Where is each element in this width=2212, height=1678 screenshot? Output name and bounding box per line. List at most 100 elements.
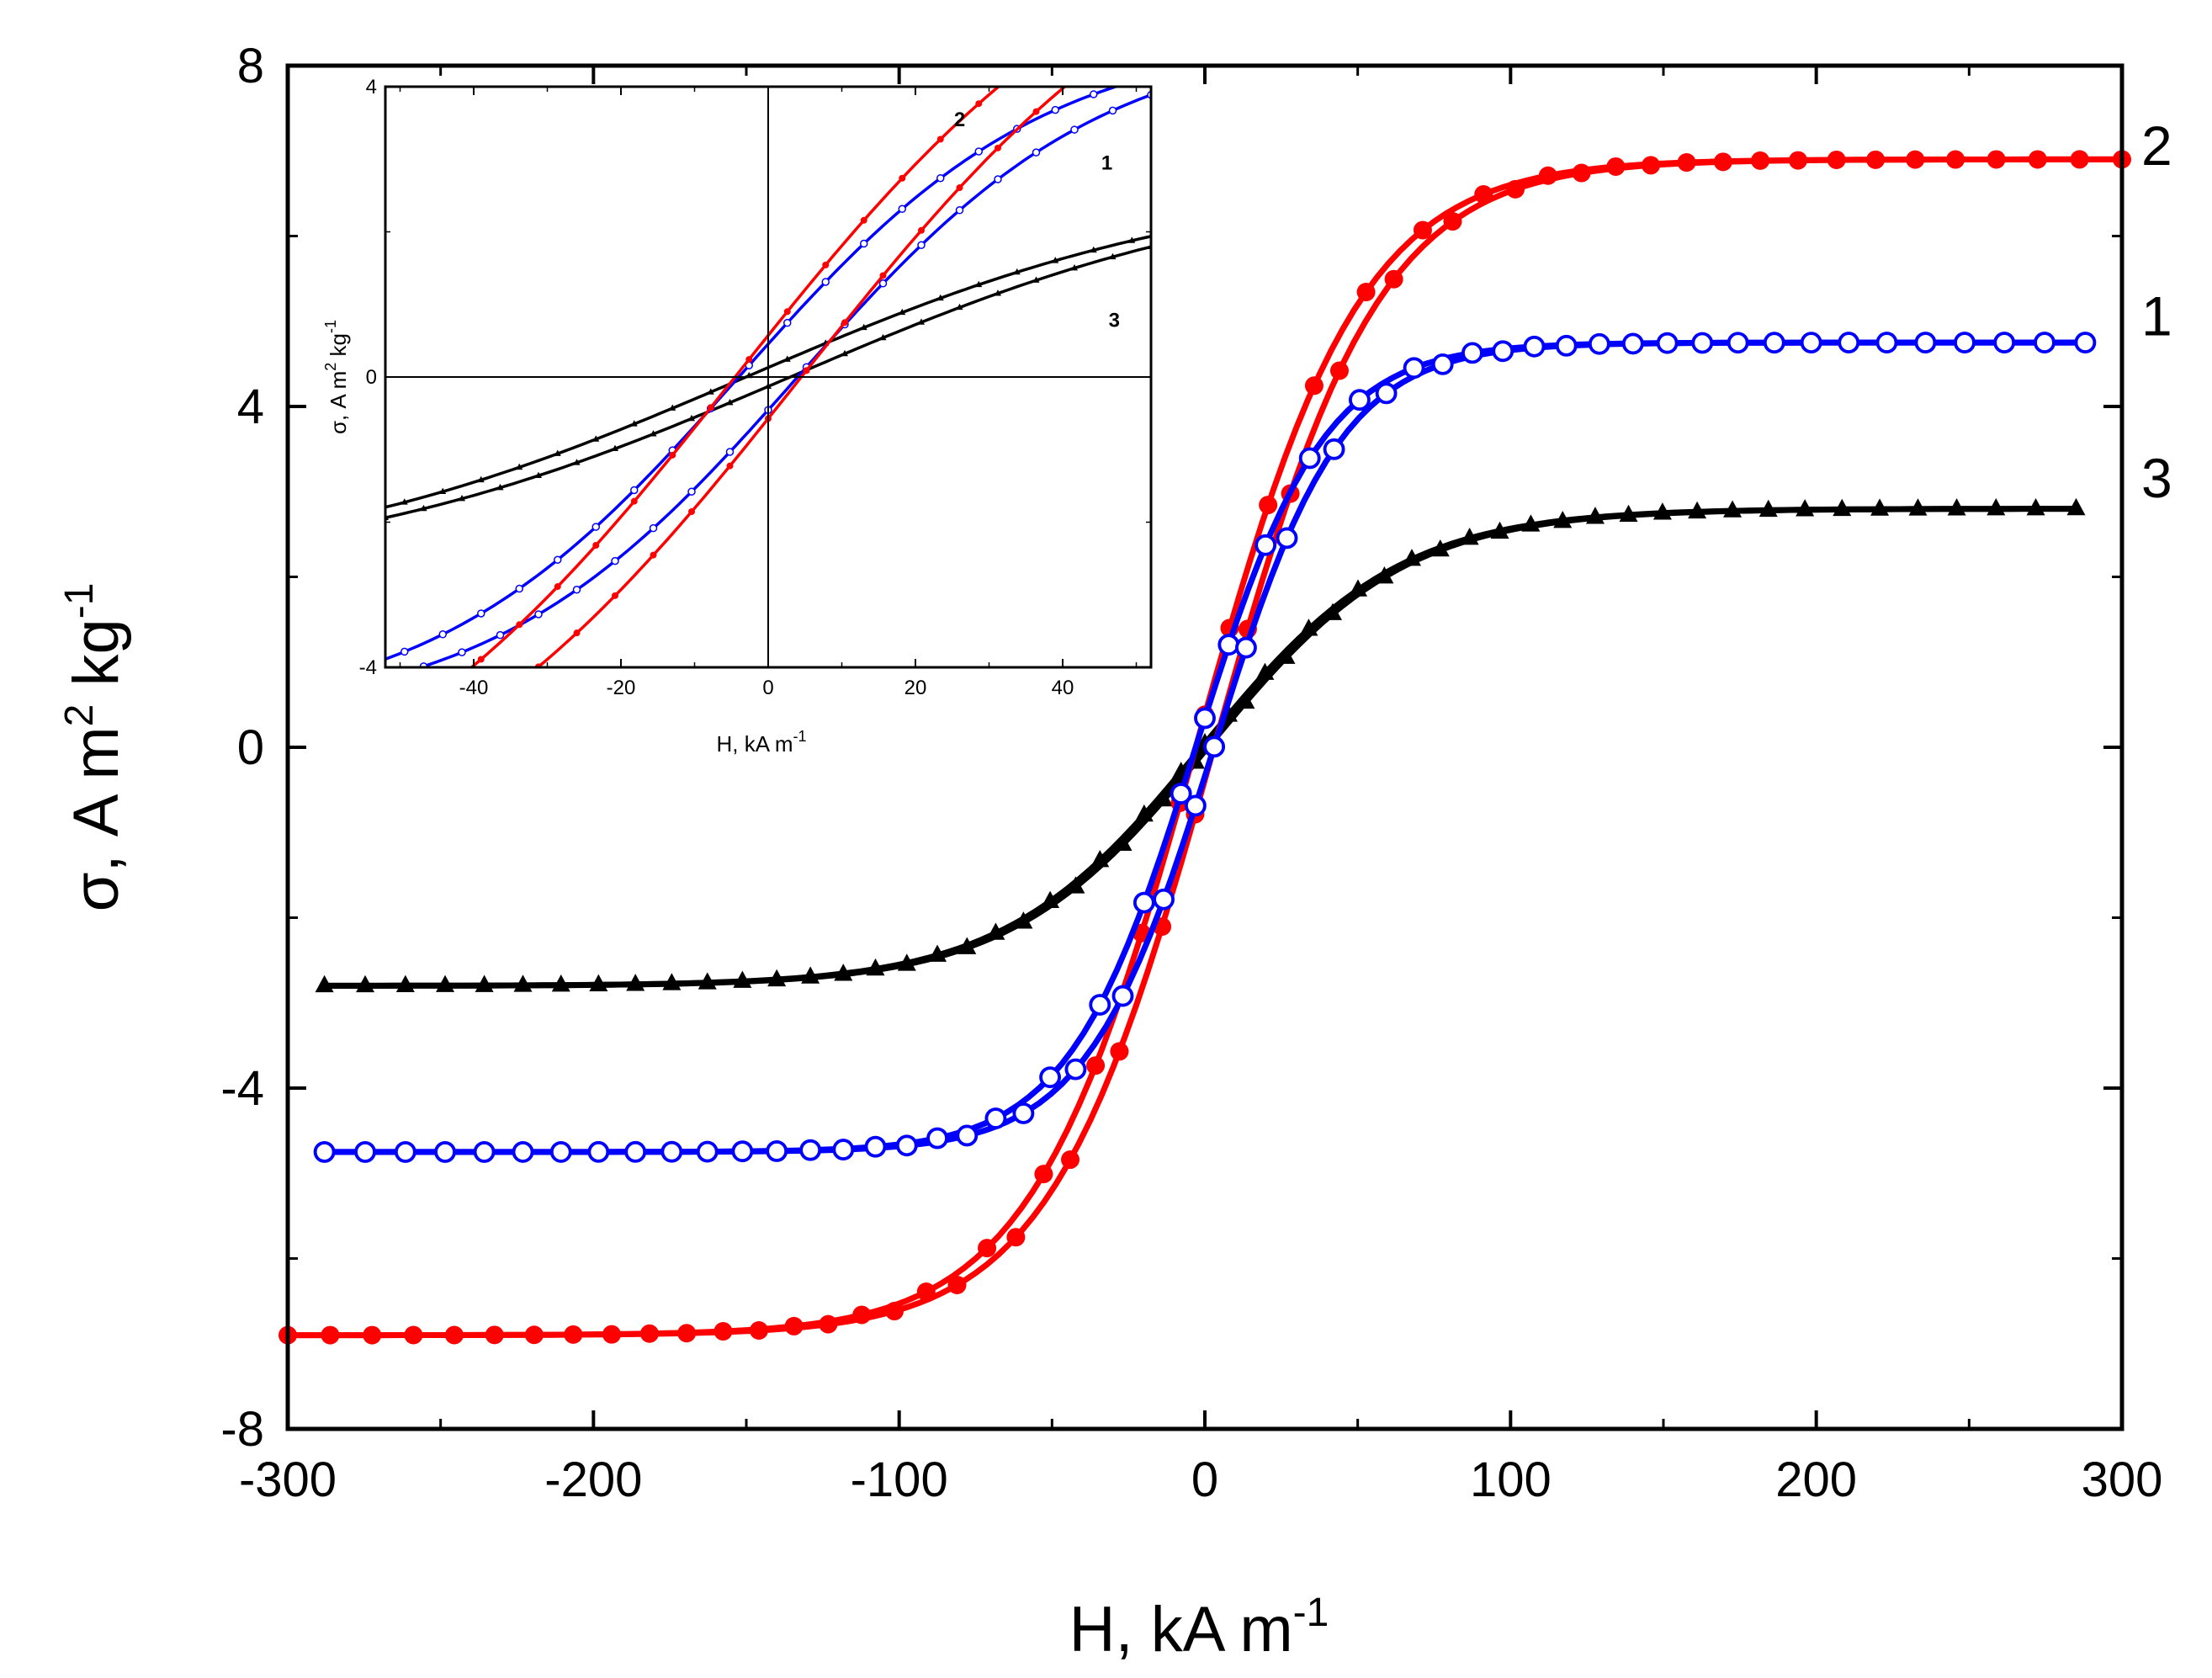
main-x-tick-label: 300: [2082, 1452, 2163, 1507]
inset-series-1-point: [554, 555, 562, 564]
main-y-tick-label: -8: [220, 1402, 264, 1457]
inset-series-3-point: [516, 463, 523, 470]
main-series-1-point: [394, 1141, 416, 1163]
main-series-1-point: [1875, 332, 1898, 354]
main-series-3-point: [1299, 619, 1318, 636]
main-series-1-point: [2074, 332, 2097, 353]
main-series-1-point: [354, 1141, 376, 1163]
main-series-1-point: [696, 1140, 719, 1163]
main-series-2-point: [1751, 151, 1770, 170]
inset-y-tick-label: 0: [366, 366, 377, 389]
main-series-3-point: [513, 974, 533, 992]
main-series-2-point: [713, 1322, 733, 1341]
main-y-tick-label: 4: [237, 380, 264, 434]
inset-series-1-point: [821, 278, 830, 286]
inset-series-2-point: [918, 226, 925, 234]
inset-series-2-point: [822, 261, 830, 268]
main-x-tick-label: -100: [851, 1452, 948, 1507]
main-series-2-point: [947, 1275, 967, 1294]
inset-series-2-point: [956, 184, 963, 192]
inset-series-3-point: [630, 420, 638, 427]
inset-series-3-point: [612, 444, 618, 452]
inset-series-2-point: [630, 497, 638, 505]
main-series-3-point: [1323, 603, 1342, 620]
main-series-3-point: [1947, 498, 1966, 516]
main-series-3-point: [2066, 497, 2086, 516]
inset-series-2-point: [1071, 76, 1078, 82]
inset-series-3-point: [420, 504, 427, 512]
inset-series-2-point: [745, 356, 753, 364]
main-series-3-point: [1066, 876, 1085, 894]
inset-series-3-point: [726, 398, 734, 406]
main-y-tick-label: -4: [220, 1061, 264, 1116]
main-series-3-point: [1430, 539, 1450, 557]
main-series-3-point: [1723, 500, 1743, 518]
main-series-2-point: [784, 1316, 804, 1335]
inset-plot: -40 -20 0 20 40-404 123 H, kA m-1 σ, A m2 kg…: [322, 40, 1154, 757]
main-series-1-point: [864, 1135, 887, 1158]
inset-series-2-point: [995, 144, 1001, 151]
inset-series-1-point: [783, 318, 792, 327]
main-series-1-point: [926, 1127, 948, 1150]
inset-series-3-point: [1090, 246, 1097, 253]
inset-series-1-point: [611, 556, 619, 566]
main-series-3-point: [475, 974, 494, 992]
main-series-2-point: [524, 1325, 544, 1345]
inset-series-1-point: [955, 206, 964, 215]
main-series-1-point: [1523, 335, 1546, 358]
inset-series-3-point: [592, 435, 600, 442]
inset-series-2-point: [726, 462, 734, 470]
inset-curve-label-2: 2: [954, 109, 965, 131]
inset-series-3-point: [1032, 276, 1040, 283]
main-series-1-point: [1111, 985, 1134, 1007]
inset-series-2-point: [707, 404, 714, 412]
inset-series-2-point: [573, 629, 581, 637]
main-series-3-point: [986, 922, 1005, 940]
inset-series-3-point: [1109, 252, 1117, 260]
inset-series-2-point: [1110, 46, 1117, 53]
inset-series-1-point: [477, 609, 485, 618]
main-series-3-point: [1758, 499, 1778, 518]
main-y-tick-label: 0: [237, 720, 264, 775]
main-series-3-point: [1490, 521, 1509, 539]
main-series-3-point: [315, 974, 334, 993]
main-series-3-point: [1375, 566, 1394, 584]
inset-series-2-point: [421, 744, 427, 751]
main-series-2-point: [1356, 283, 1376, 302]
main-series-2-point: [1034, 1165, 1053, 1184]
main-series-3-point: [1349, 579, 1368, 597]
main-series-1-point: [1763, 332, 1785, 354]
inset-series-2-point: [439, 687, 446, 693]
main-series-3-point: [1870, 498, 1890, 516]
main-curves: [278, 150, 2131, 1345]
main-series-1-point: [1276, 527, 1298, 550]
inset-curve-labels: 1 2 3: [954, 109, 1120, 332]
inset-series-3-point: [573, 459, 581, 465]
inset-series-1-point: [687, 487, 696, 496]
inset-series-3-point: [477, 475, 485, 483]
inset-series-3-point: [879, 333, 887, 341]
inset-series-2-point: [1052, 40, 1058, 46]
main-series-3-point: [395, 974, 415, 993]
main-series-2-point: [1110, 1042, 1129, 1061]
main-series-1-point: [832, 1139, 855, 1161]
main-series-3-point: [733, 970, 752, 988]
main-series-3-point: [1553, 510, 1573, 528]
main-series-2-point: [916, 1282, 936, 1302]
inset-series-2-point: [860, 216, 867, 224]
main-series-1-point: [1194, 707, 1216, 730]
main-series-2-point: [1572, 163, 1591, 183]
main-series-1-point: [1375, 382, 1398, 405]
main-series-1-point: [1492, 340, 1514, 363]
main-series-2-point: [749, 1320, 768, 1340]
main-series-1-point: [1170, 783, 1192, 804]
inset-series-2-point: [401, 714, 408, 721]
main-series-1-point: [766, 1140, 788, 1162]
main-series-1-point: [1012, 1102, 1035, 1124]
main-series-1-point: [660, 1140, 683, 1163]
inset-x-tick-label: 40: [1052, 677, 1074, 699]
inset-curve-label-3: 3: [1109, 310, 1120, 332]
main-series-2: [278, 150, 2131, 1345]
main-series-2-point: [564, 1325, 583, 1344]
